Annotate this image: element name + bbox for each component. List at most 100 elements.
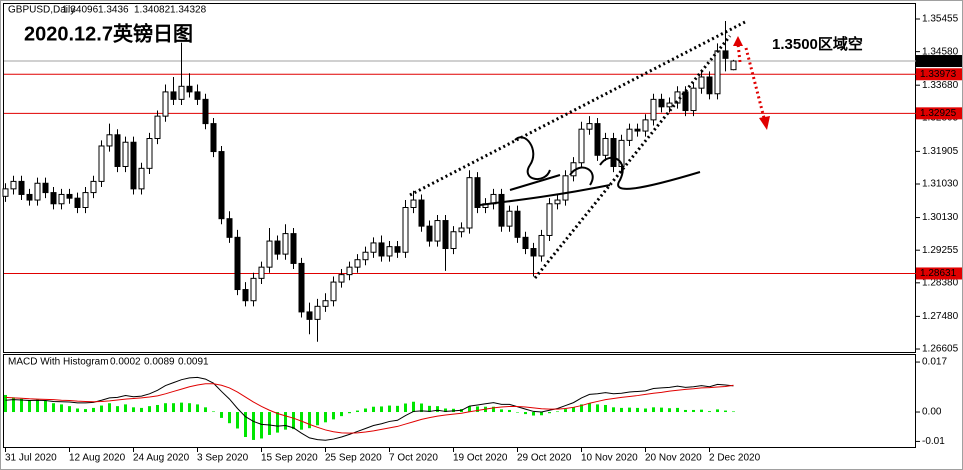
histogram-bar <box>220 412 223 418</box>
candle-body <box>146 138 153 169</box>
histogram-bar <box>60 404 63 413</box>
chart-title: 2020.12.7英镑日图 <box>24 21 193 45</box>
candle-body <box>530 248 537 257</box>
histogram-bar <box>268 412 271 435</box>
candle-body <box>242 289 249 302</box>
candle-body <box>258 266 265 279</box>
y-tick-label: 1.34580 <box>922 46 959 57</box>
candle-body <box>706 76 713 95</box>
histogram-bar <box>516 412 519 413</box>
candle-body <box>162 91 169 117</box>
histogram-bar <box>68 406 71 413</box>
candle-body <box>130 141 137 190</box>
histogram-bar <box>500 409 503 413</box>
x-tick-label: 10 Nov 2020 <box>581 453 638 464</box>
candle-body <box>610 138 617 167</box>
histogram-bar <box>276 412 279 433</box>
indicator-line <box>5 376 734 441</box>
candle-body <box>394 246 401 253</box>
candle-body <box>226 218 233 238</box>
arrow-down-head <box>759 116 770 130</box>
candle-body <box>122 141 129 167</box>
histogram-bar <box>188 403 191 413</box>
candle-body <box>370 242 377 253</box>
histogram-bar <box>588 403 591 413</box>
histogram-bar <box>252 412 255 440</box>
histogram-bar <box>308 412 311 429</box>
candle-body <box>210 123 217 153</box>
candle-body <box>50 192 57 205</box>
candle-body <box>322 300 329 307</box>
histogram-bar <box>420 403 423 413</box>
candle-body <box>330 281 337 302</box>
histogram-bar <box>148 406 151 413</box>
y-tick-label: -0.01 <box>922 436 945 447</box>
main-panel <box>3 3 916 353</box>
histogram-bar <box>716 409 719 413</box>
x-tick-label: 25 Sep 2020 <box>325 453 382 464</box>
y-tick-label: 0.017 <box>922 357 947 368</box>
candle-body <box>682 91 689 112</box>
candles <box>2 21 737 342</box>
histogram-bar <box>100 405 103 413</box>
x-tick-label: 29 Oct 2020 <box>517 453 572 464</box>
histogram-bar <box>332 412 335 420</box>
header-close: 1.34328 <box>170 5 207 16</box>
candle-body <box>714 50 721 95</box>
candle-body <box>346 266 353 276</box>
histogram-bar <box>676 407 679 413</box>
header-open: 1.34096 <box>62 5 99 16</box>
indicator-macd: 0.0089 <box>144 357 175 368</box>
candle-body <box>170 91 177 100</box>
x-tick-label: 12 Aug 2020 <box>69 453 126 464</box>
candle-body <box>410 199 417 209</box>
histogram-bar <box>284 412 287 430</box>
histogram-bar <box>692 409 695 413</box>
candle-body <box>538 234 545 257</box>
candle-body <box>354 259 361 268</box>
histogram-bar <box>12 397 15 413</box>
histogram-bar <box>732 411 735 413</box>
histogram-bar <box>132 407 135 413</box>
candle-body <box>642 119 649 132</box>
histogram-bar <box>580 404 583 413</box>
indicator-line <box>5 383 734 434</box>
macd <box>4 376 735 441</box>
histogram-bar <box>700 409 703 413</box>
level-label-box <box>916 107 962 120</box>
candle-body <box>698 76 705 89</box>
candle-body <box>2 188 9 197</box>
candle-body <box>650 98 657 121</box>
candle-body <box>450 231 457 250</box>
candle-body <box>274 240 281 255</box>
histogram-bar <box>364 408 367 413</box>
candle-body <box>154 115 161 140</box>
histogram-bar <box>236 412 239 429</box>
level-label: 1.33973 <box>920 69 957 80</box>
candle-body <box>282 233 289 255</box>
histogram-bar <box>596 404 599 413</box>
indicator-label: MACD With Histogram <box>8 357 109 368</box>
annotation: 1.3500区域空 <box>772 35 863 53</box>
histogram-bar <box>324 412 327 423</box>
levels <box>4 60 916 274</box>
x-tick-label: 20 Nov 2020 <box>645 453 702 464</box>
y-tick-label: 1.30130 <box>922 212 959 223</box>
arrow-down <box>744 47 766 119</box>
x-tick-label: 2 Dec 2020 <box>709 453 761 464</box>
candle-body <box>298 262 305 313</box>
histogram-bar <box>572 407 575 413</box>
y-tick-label: 1.31030 <box>922 179 959 190</box>
candle-body <box>554 199 561 205</box>
histogram-bar <box>436 406 439 413</box>
histogram-bar <box>636 407 639 413</box>
x-tick-label: 31 Jul 2020 <box>5 453 57 464</box>
wedge-lower-line <box>533 35 732 279</box>
candle-body <box>426 225 433 242</box>
histogram-bar <box>156 404 159 413</box>
histogram-bar <box>76 408 79 413</box>
candle-body <box>290 233 297 264</box>
histogram-bar <box>612 407 615 413</box>
histogram-bar <box>540 412 543 416</box>
